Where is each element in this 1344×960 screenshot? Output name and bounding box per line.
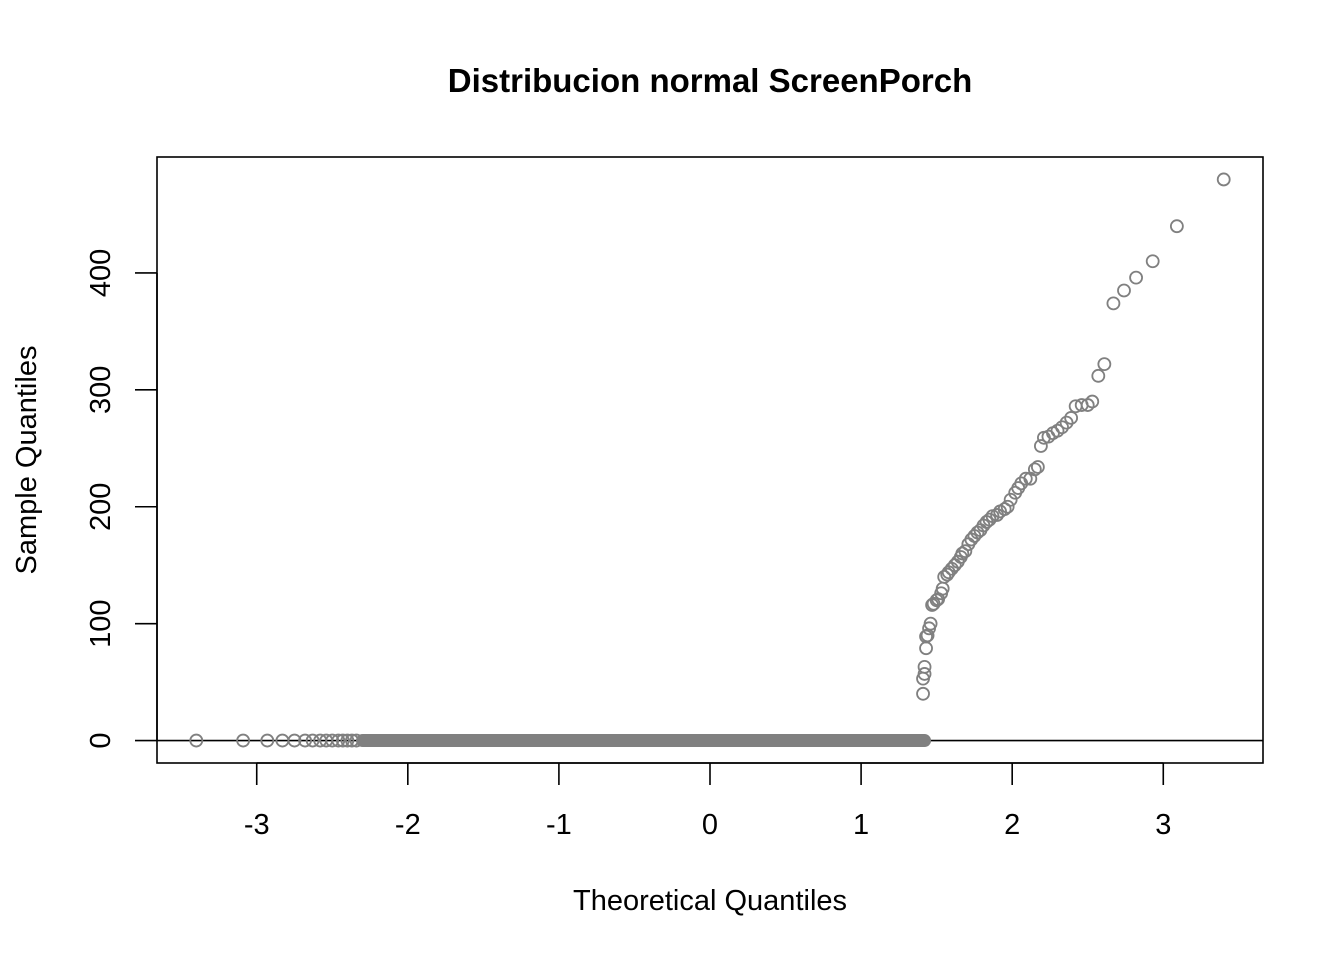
y-tick-label: 100 <box>85 599 117 647</box>
data-point <box>1003 492 1018 507</box>
data-point <box>345 733 359 748</box>
data-point <box>955 546 970 561</box>
data-point <box>1169 219 1184 234</box>
data-point <box>1085 394 1100 409</box>
x-axis-label: Theoretical Quantiles <box>573 885 847 917</box>
y-tick-label: 200 <box>85 483 117 531</box>
x-tick-label: 0 <box>702 809 718 841</box>
y-tick-label: 400 <box>85 249 117 297</box>
data-point <box>919 629 933 644</box>
data-point <box>1129 270 1143 285</box>
data-point <box>331 733 346 748</box>
y-tick-label: 0 <box>85 732 117 748</box>
data-point <box>1018 471 1033 486</box>
data-point <box>926 596 941 611</box>
x-tick-label: -2 <box>395 809 421 841</box>
x-axis: -3 -2 -1 0 1 2 3 <box>244 762 1171 841</box>
data-point <box>1055 420 1069 435</box>
data-point <box>997 502 1012 516</box>
data-point <box>189 733 204 748</box>
data-point <box>1027 462 1042 477</box>
data-point <box>919 641 933 656</box>
y-axis: 0 100 200 300 400 <box>85 249 158 749</box>
data-point <box>1059 415 1074 430</box>
x-tick-label: 3 <box>1155 809 1171 841</box>
data-point <box>1033 439 1048 453</box>
data-point <box>1106 296 1121 311</box>
data-point <box>923 616 938 631</box>
data-point <box>335 733 350 748</box>
points-group <box>189 172 1231 748</box>
data-point <box>982 512 997 527</box>
data-point <box>958 544 973 559</box>
data-point <box>349 733 364 748</box>
data-point <box>236 733 251 748</box>
data-point <box>1117 283 1131 298</box>
data-point <box>298 733 312 748</box>
data-point <box>287 733 302 748</box>
data-point <box>340 733 355 748</box>
data-point <box>916 686 930 701</box>
data-point <box>1064 411 1079 425</box>
x-tick-label: -1 <box>546 809 572 841</box>
data-point <box>260 733 275 748</box>
x-tick-label: 1 <box>853 809 869 841</box>
plot-frame <box>156 156 1264 764</box>
data-point <box>917 660 932 674</box>
data-point <box>917 667 932 681</box>
data-point <box>1216 172 1231 187</box>
data-point <box>305 733 320 748</box>
data-point <box>1030 460 1045 474</box>
x-tick-label: 2 <box>1004 809 1020 841</box>
data-point <box>1000 499 1015 514</box>
data-point <box>937 569 952 584</box>
data-point <box>325 733 340 748</box>
data-point <box>1145 254 1160 269</box>
data-point <box>1097 357 1112 372</box>
chart-title: Distribucion normal ScreenPorch <box>448 62 972 99</box>
x-tick-label: -3 <box>244 809 270 841</box>
y-tick-label: 300 <box>85 366 117 414</box>
y-axis-label: Sample Quantiles <box>11 346 43 575</box>
data-point <box>1091 368 1106 383</box>
data-point <box>929 593 944 608</box>
